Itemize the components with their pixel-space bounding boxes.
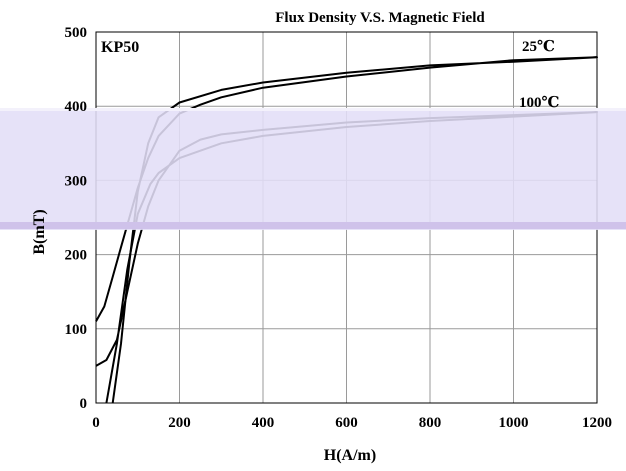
- x-axis-label: H(A/m): [324, 447, 376, 464]
- material-label: KP50: [101, 39, 139, 56]
- x-tick-800: 800: [419, 415, 442, 431]
- series-label-25c: 25℃: [522, 39, 555, 55]
- series-label-100c: 100℃: [519, 95, 560, 111]
- chart-title: Flux Density V.S. Magnetic Field: [275, 10, 485, 26]
- overlay-band-top-edge: [0, 108, 626, 111]
- x-tick-1200: 1200: [582, 415, 612, 431]
- y-tick-200: 200: [65, 248, 88, 264]
- y-tick-0: 0: [80, 396, 88, 412]
- x-tick-400: 400: [252, 415, 275, 431]
- x-tick-labels: 0 200 400 600 800 1000 1200: [92, 415, 612, 431]
- y-tick-500: 500: [65, 25, 88, 41]
- y-tick-300: 300: [65, 173, 88, 189]
- x-tick-600: 600: [335, 415, 358, 431]
- y-tick-labels: 0 100 200 300 400 500: [65, 25, 88, 412]
- x-tick-1000: 1000: [499, 415, 529, 431]
- y-tick-400: 400: [65, 99, 88, 115]
- x-tick-200: 200: [168, 415, 191, 431]
- overlay-band-edge: [0, 222, 626, 229]
- y-axis-label: B(mT): [31, 209, 48, 254]
- overlay-band: [0, 110, 626, 230]
- y-tick-100: 100: [65, 322, 88, 338]
- x-tick-0: 0: [92, 415, 100, 431]
